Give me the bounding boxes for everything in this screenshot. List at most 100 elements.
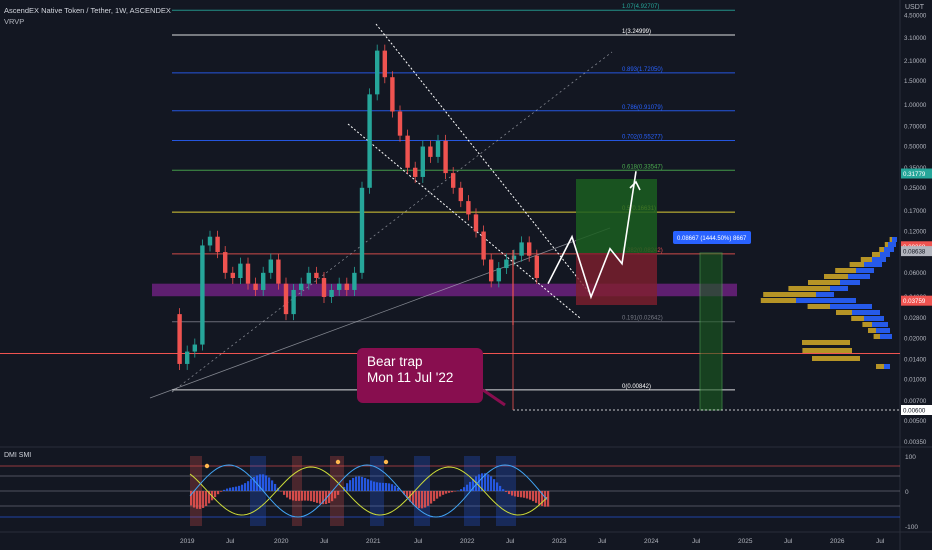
descending-trendline-lower [347,123,581,319]
time-tick-label: Jul [598,538,607,545]
time-tick-label: 2022 [460,538,475,545]
dmi-histogram-bar [310,491,313,502]
dmi-histogram-bar [244,483,247,491]
bear-trap-line2: Mon 11 Jul '22 [367,370,454,385]
price-tick-label: 0.00500 [904,418,927,425]
candle-body [283,283,289,315]
volume-profile-bar [816,292,834,297]
price-badge [901,168,932,179]
time-tick-label: Jul [506,538,515,545]
candle-body [511,255,517,260]
dmi-histogram-bar [271,480,274,491]
candle-body [337,283,342,290]
dmi-histogram-bar [199,491,202,509]
candle-body [375,50,380,95]
time-tick-label: Jul [876,538,885,545]
dmi-histogram-bar [232,487,235,491]
dmi-histogram-bar [280,491,283,492]
candle-body [253,283,258,290]
price-tick-label: 4.50000 [904,13,927,20]
dmi-histogram-bar [454,491,457,492]
dmi-histogram-bar [403,491,406,495]
dmi-histogram-bar [367,479,370,491]
long-position-stop [576,253,657,305]
candle-body [481,231,486,260]
dmi-histogram-bar [346,483,349,491]
volume-profile-bar [851,316,864,321]
bear-trap-pointer [482,388,506,407]
price-tick-label: 0.50000 [904,144,927,151]
dmi-scale-label: 100 [905,454,916,461]
dmi-histogram-bar [289,491,292,500]
dmi-histogram-bar [412,491,415,505]
dmi-histogram-bar [487,474,490,491]
indicator-label-vrvp[interactable]: VRVP [4,17,25,26]
time-tick-label: 2024 [644,538,659,545]
dmi-histogram-bar [511,491,514,496]
time-tick-label: Jul [226,538,235,545]
volume-profile-bar [830,286,848,291]
volume-profile-bar [836,310,852,315]
dmi-histogram-bar [274,483,277,491]
fib-level-label: 0(0.00842) [622,384,651,390]
candle-body [238,263,243,279]
dmi-histogram-bar [316,491,319,503]
price-axis-unit: USDT [905,4,925,11]
dmi-histogram-bar [331,491,334,502]
price-tick-label: 1.00000 [904,102,927,109]
price-tick-label: 0.00700 [904,398,927,405]
price-tick-label: 0.01000 [904,377,927,384]
dmi-histogram-bar [373,481,376,491]
volume-profile-bar [872,322,888,327]
dmi-histogram-bar [508,491,511,495]
projection-path [547,171,637,300]
dmi-indicator-label[interactable]: DMI SMI [4,452,32,459]
volume-profile-bar [760,298,796,303]
volume-profile-bar [849,262,864,267]
dmi-histogram-bar [433,491,436,502]
candle-body [185,351,190,364]
volume-profile-bar [889,237,892,242]
price-badge-label: 0.08638 [903,249,926,256]
dmi-histogram-bar [307,491,310,501]
dmi-histogram-bar [238,485,241,491]
fib-level-label: 1(3.24999) [622,29,651,35]
bear-trap-callout[interactable]: Bear trap Mon 11 Jul '22 [357,348,483,403]
price-tick-label: 0.17000 [904,208,927,215]
dmi-histogram-bar [226,488,229,491]
dmi-scale-label: -100 [905,524,918,531]
dmi-histogram-bar [526,491,529,499]
candle-body [306,272,311,284]
price-badge [901,405,932,415]
candle-body [230,272,235,279]
dmi-histogram-bar [247,481,250,491]
dmi-histogram-bar [436,491,439,499]
dmi-histogram-bar [496,482,499,491]
dmi-histogram-bar [253,476,256,491]
volume-profile-bar [852,310,880,315]
price-badge-label: 0.31779 [903,171,926,178]
price-badge-label: 0.00600 [903,408,926,415]
time-tick-label: Jul [414,538,423,545]
volume-profile-bar [884,242,888,247]
candle-body [245,263,251,284]
volume-profile-bar [888,242,896,247]
projection-arrowhead [629,180,641,191]
dmi-histogram-bar [391,484,394,491]
dmi-histogram-bar [415,491,418,507]
dmi-histogram-bar [361,476,364,491]
volume-profile-bar [763,292,816,297]
dmi-histogram-bar [475,476,478,491]
dmi-histogram-bar [208,491,211,504]
dmi-histogram-bar [283,491,286,495]
time-tick-label: Jul [320,538,329,545]
dmi-histogram-bar [493,479,496,491]
dmi-histogram-bar [205,491,208,507]
volume-profile-bar [876,328,890,333]
dmi-histogram-bar [304,491,307,501]
measure-tool-text: 0.08667 (1444.50%) 8667 [677,236,747,242]
dmi-histogram-bar [538,491,541,505]
price-tick-label: 0.06000 [904,270,927,277]
candle-body [534,255,539,279]
